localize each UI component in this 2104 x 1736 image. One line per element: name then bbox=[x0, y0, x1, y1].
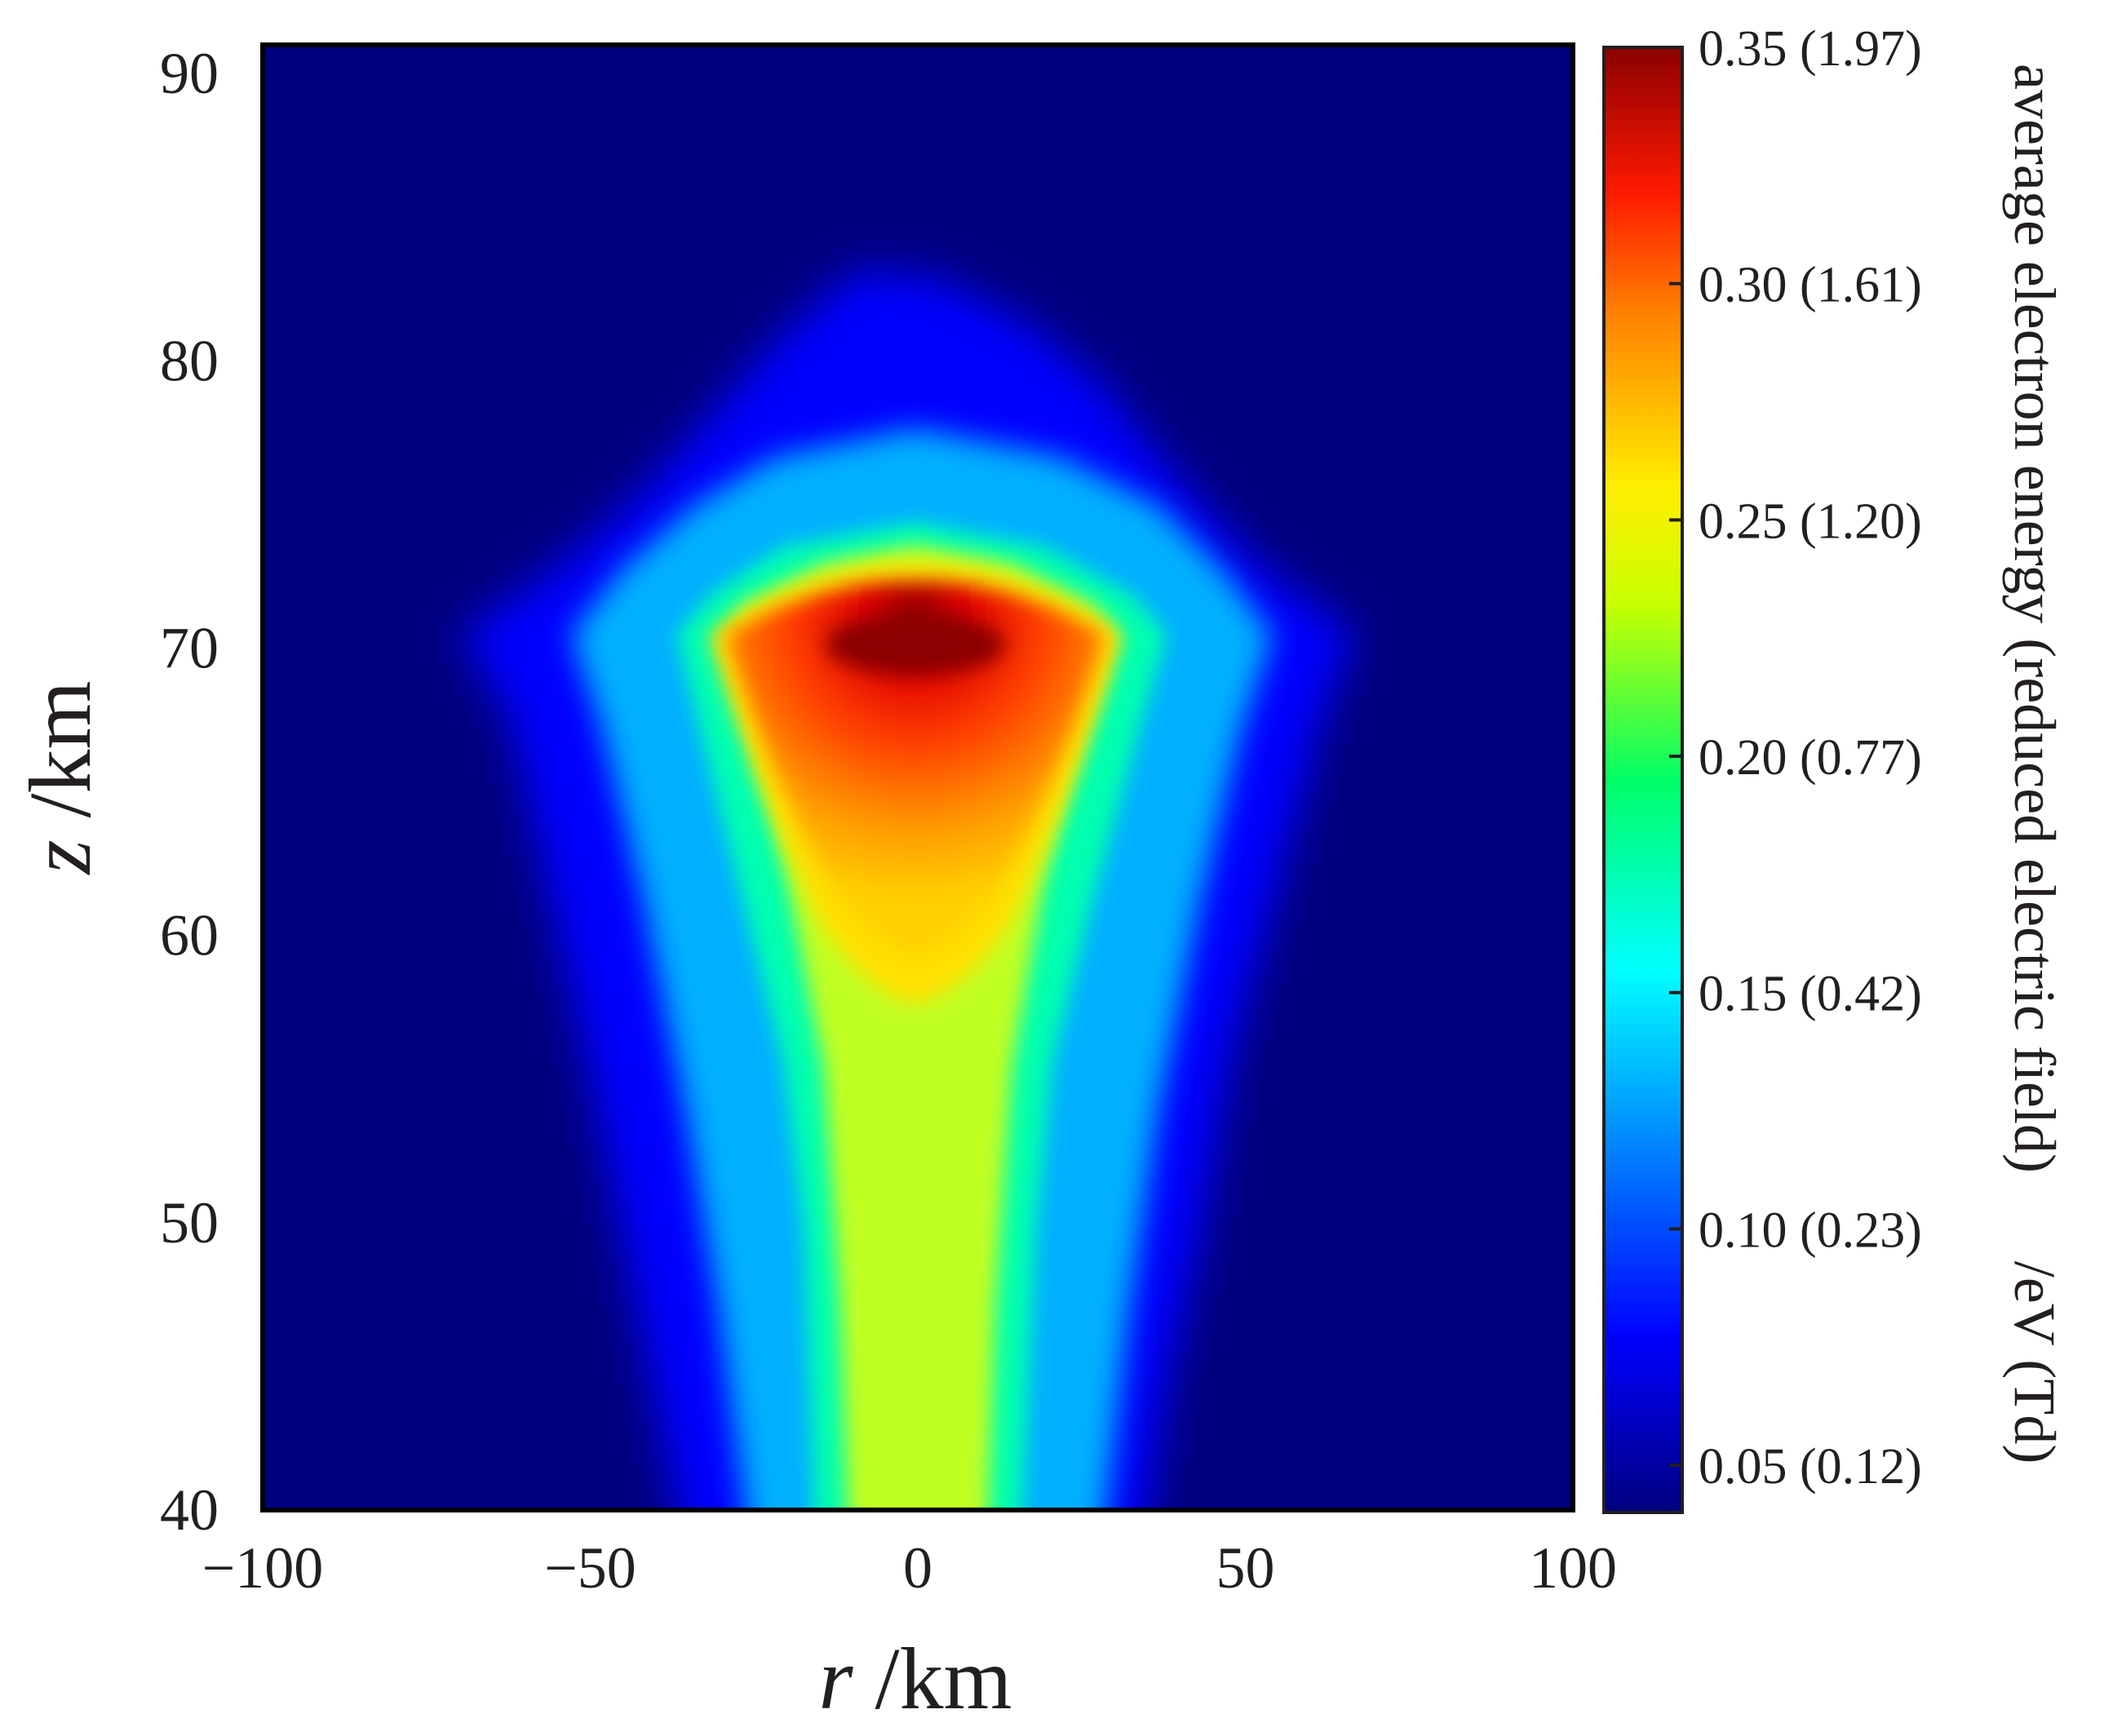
y-tick-label: 70 bbox=[160, 616, 219, 681]
colorbar-tick-label: 0.35 (1.97) bbox=[1699, 21, 1922, 77]
x-axis-variable: r bbox=[818, 1631, 853, 1728]
y-tick-label: 40 bbox=[160, 1477, 219, 1543]
y-tick-label: 90 bbox=[160, 41, 219, 106]
y-axis-title: z /km bbox=[12, 680, 109, 875]
colorbar-tick-label: 0.30 (1.61) bbox=[1699, 258, 1922, 313]
y-tick-label: 60 bbox=[160, 903, 219, 968]
colorbar-tick-label: 0.05 (0.12) bbox=[1699, 1439, 1922, 1495]
colorbar-unit: /eV (Td) bbox=[2002, 1261, 2067, 1464]
y-axis-unit: /km bbox=[12, 680, 109, 839]
y-axis-variable: z bbox=[12, 839, 109, 875]
x-tick-label: 0 bbox=[903, 1535, 932, 1601]
colorbar-tick-label: 0.15 (0.42) bbox=[1699, 967, 1922, 1022]
heatmap-plot-area bbox=[260, 42, 1575, 1512]
x-tick-label: −50 bbox=[544, 1535, 636, 1601]
y-axis: 40 50 60 70 80 90 bbox=[160, 41, 219, 1543]
x-axis-unit: /km bbox=[853, 1631, 1012, 1728]
contour-level-0.30 bbox=[726, 580, 1105, 954]
contour-level-0.34 bbox=[826, 613, 1005, 675]
colorbar-title: average electron energy (reduced electri… bbox=[2002, 64, 2067, 1173]
colorbar-tick-label: 0.25 (1.20) bbox=[1699, 494, 1922, 549]
colorbar-ticks: 0.35 (1.97) 0.30 (1.61) 0.25 (1.20) 0.20 (0… bbox=[1669, 21, 1922, 1495]
colorbar-tick-label: 0.20 (0.77) bbox=[1699, 730, 1922, 786]
colorbar-tick-label: 0.10 (0.23) bbox=[1699, 1202, 1922, 1258]
plot-frame bbox=[260, 42, 1575, 1512]
x-tick-label: 50 bbox=[1216, 1535, 1275, 1601]
colorbar-gradient bbox=[1602, 46, 1684, 1514]
y-tick-label: 50 bbox=[160, 1190, 219, 1256]
y-tick-label: 80 bbox=[160, 328, 219, 393]
x-tick-label: 100 bbox=[1529, 1535, 1617, 1601]
x-axis-title: r /km bbox=[818, 1631, 1012, 1728]
x-axis: −100 −50 0 50 100 bbox=[202, 1535, 1617, 1601]
colorbar: 0.35 (1.97) 0.30 (1.61) 0.25 (1.20) 0.20 (0… bbox=[1602, 21, 2067, 1514]
x-tick-label: −100 bbox=[202, 1535, 324, 1601]
